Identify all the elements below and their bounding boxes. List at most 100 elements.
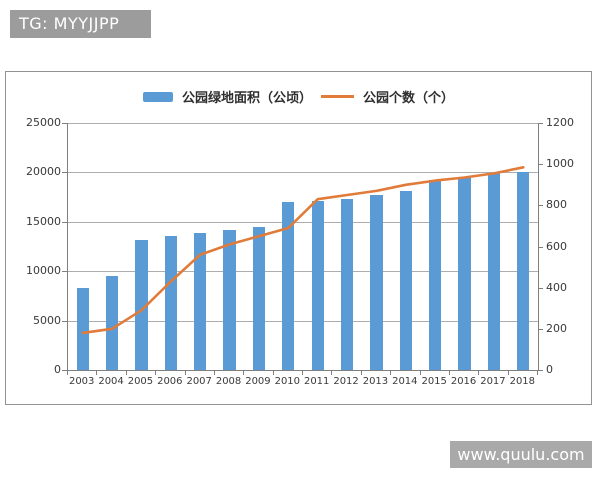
bar-slot-2012 bbox=[332, 123, 361, 370]
gridline-25000 bbox=[68, 123, 538, 124]
tick-right-1000 bbox=[538, 164, 543, 166]
bar-2011 bbox=[311, 201, 324, 370]
chart-panel: 公园绿地面积（公顷） 公园个数（个） 0 5000 10000 15000 20000 2… bbox=[5, 71, 592, 405]
bar-slot-2009 bbox=[244, 123, 273, 370]
x-label-2016: 2016 bbox=[450, 376, 477, 387]
chart-legend: 公园绿地面积（公顷） 公园个数（个） bbox=[6, 87, 591, 106]
bar-slot-2011 bbox=[303, 123, 332, 370]
tick-bottom-0 bbox=[67, 371, 68, 375]
bar-slot-2018 bbox=[509, 123, 538, 370]
site-watermark: www.quulu.com bbox=[450, 441, 592, 468]
bar-2009 bbox=[252, 226, 266, 370]
tick-bottom-12 bbox=[420, 371, 421, 375]
y-right-label-0: 0 bbox=[546, 363, 553, 376]
bar-slot-2014 bbox=[391, 123, 420, 370]
x-label-2017: 2017 bbox=[480, 376, 506, 387]
bar-slot-2010 bbox=[274, 123, 303, 370]
bar-2014 bbox=[399, 191, 412, 370]
legend-bar-label: 公园绿地面积（公顷） bbox=[181, 91, 312, 106]
gridline-5000 bbox=[68, 320, 538, 322]
y-right-label-600: 600 bbox=[546, 239, 567, 253]
bar-slot-2008 bbox=[215, 123, 244, 370]
x-label-2008: 2008 bbox=[215, 376, 242, 387]
gridline-20000 bbox=[68, 172, 538, 174]
bar-slot-2016 bbox=[450, 123, 479, 370]
tick-bottom-15 bbox=[508, 371, 509, 375]
tick-bottom-13 bbox=[449, 371, 450, 375]
x-label-2007: 2007 bbox=[186, 376, 212, 387]
bar-2012 bbox=[340, 198, 354, 370]
tick-bottom-3 bbox=[155, 371, 156, 375]
tick-bottom-6 bbox=[243, 371, 244, 375]
x-label-2013: 2013 bbox=[362, 376, 389, 387]
tick-left-5000 bbox=[62, 320, 67, 322]
legend-line-label: 公园个数（个） bbox=[363, 91, 455, 106]
tick-left-10000 bbox=[62, 271, 67, 273]
bar-2005 bbox=[135, 239, 148, 370]
tick-left-20000 bbox=[62, 172, 67, 174]
bars-layer bbox=[68, 123, 538, 370]
x-label-2003: 2003 bbox=[68, 376, 95, 387]
bar-slot-2015 bbox=[421, 123, 450, 370]
tick-right-0 bbox=[538, 370, 543, 371]
legend-line-swatch bbox=[321, 95, 354, 98]
x-label-2010: 2010 bbox=[274, 376, 301, 387]
tick-left-15000 bbox=[62, 221, 67, 223]
tg-watermark-badge: TG: MYYJJPP bbox=[10, 10, 151, 38]
tick-bottom-11 bbox=[390, 371, 391, 375]
bar-2018 bbox=[517, 172, 530, 370]
tick-left-0 bbox=[62, 370, 67, 371]
bar-2004 bbox=[105, 276, 119, 370]
x-label-2005: 2005 bbox=[127, 376, 154, 387]
bar-slot-2006 bbox=[156, 123, 185, 370]
tick-bottom-5 bbox=[214, 371, 215, 375]
bar-2010 bbox=[282, 202, 295, 370]
bar-2007 bbox=[194, 232, 207, 370]
y-left-label-25000: 25000 bbox=[26, 116, 61, 129]
x-label-2006: 2006 bbox=[157, 376, 183, 387]
bar-2008 bbox=[223, 229, 236, 370]
gridline-15000 bbox=[68, 221, 538, 223]
gridline-10000 bbox=[68, 271, 538, 273]
x-label-2015: 2015 bbox=[421, 376, 447, 387]
y-right-label-400: 400 bbox=[546, 280, 567, 294]
legend-bar-swatch bbox=[142, 91, 173, 102]
bar-slot-2004 bbox=[97, 123, 126, 370]
bar-2016 bbox=[458, 177, 471, 370]
bar-2006 bbox=[164, 235, 177, 370]
bar-2015 bbox=[429, 180, 442, 370]
line-series-park-count bbox=[81, 165, 525, 335]
bar-slot-2013 bbox=[362, 123, 391, 370]
bar-slot-2005 bbox=[127, 123, 156, 370]
x-label-2009: 2009 bbox=[245, 376, 271, 387]
y-right-label-1000: 1000 bbox=[546, 157, 574, 171]
tick-bottom-7 bbox=[273, 371, 274, 375]
tick-bottom-14 bbox=[478, 371, 479, 375]
y-right-label-200: 200 bbox=[546, 321, 567, 335]
bar-2013 bbox=[370, 195, 383, 370]
tick-right-200 bbox=[538, 328, 543, 330]
y-left-label-20000: 20000 bbox=[26, 165, 61, 179]
y-right-label-800: 800 bbox=[546, 198, 567, 212]
bar-slot-2003 bbox=[68, 123, 97, 370]
tick-bottom-2 bbox=[126, 371, 127, 375]
bar-slot-2017 bbox=[479, 123, 508, 370]
y-left-label-15000: 15000 bbox=[26, 214, 61, 228]
x-label-2011: 2011 bbox=[303, 376, 330, 387]
tick-bottom-1 bbox=[96, 371, 97, 375]
x-label-2014: 2014 bbox=[392, 376, 418, 387]
tick-right-400 bbox=[538, 287, 543, 289]
y-left-label-0: 0 bbox=[54, 363, 61, 376]
tick-bottom-10 bbox=[361, 371, 362, 375]
tick-bottom-4 bbox=[185, 371, 186, 375]
tick-right-800 bbox=[538, 205, 543, 207]
tick-left-25000 bbox=[62, 123, 67, 124]
x-label-2018: 2018 bbox=[509, 376, 536, 387]
bar-2003 bbox=[76, 288, 89, 370]
x-label-2012: 2012 bbox=[333, 376, 359, 387]
tick-bottom-9 bbox=[331, 371, 332, 375]
bar-slot-2007 bbox=[186, 123, 215, 370]
y-right-label-1200: 1200 bbox=[546, 116, 574, 129]
x-label-2004: 2004 bbox=[98, 376, 124, 387]
